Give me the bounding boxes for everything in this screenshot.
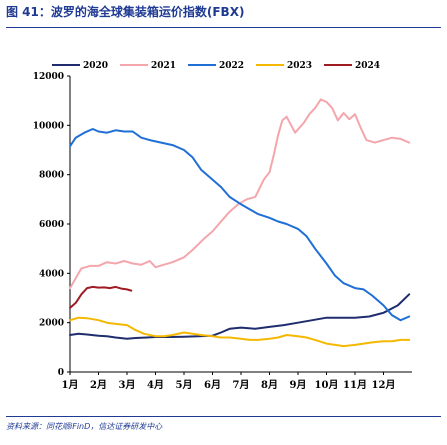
- legend-label-2020: 2020: [83, 61, 108, 71]
- series-line-2021: [69, 98, 411, 290]
- y-tick-label: 12000: [33, 72, 64, 82]
- x-tick-label: 5月: [176, 379, 193, 391]
- y-tick-label: 8000: [39, 171, 64, 181]
- x-axis: 1月 2月 3月 4月 5月 6月 7月 8月 9月 10月 11月 12月: [62, 371, 412, 391]
- legend-label-2023: 2023: [287, 61, 312, 71]
- legend-label-2022: 2022: [219, 61, 244, 71]
- series-lines: [69, 98, 411, 348]
- series-line-2024: [69, 285, 133, 309]
- y-tick-label: 2000: [39, 319, 64, 329]
- source-rule: [6, 416, 441, 417]
- x-tick-label: 3月: [119, 379, 136, 391]
- y-axis: 0 2000 4000 6000 8000 10000 12000: [33, 72, 71, 378]
- x-tick-label: 1月: [62, 379, 79, 391]
- x-tick-label: 8月: [261, 379, 278, 391]
- x-tick-label: 12月: [372, 379, 396, 391]
- fbx-line-chart: 2020 2021 2022 2023 2024 0 2000 4000 6000 8000 10…: [33, 61, 412, 391]
- source-note: 资料来源：同花顺iFinD，信达证券研发中心: [6, 422, 163, 431]
- chart-legend: 2020 2021 2022 2023 2024: [52, 61, 380, 71]
- series-line-2022: [69, 128, 411, 322]
- x-tick-label: 6月: [204, 379, 221, 391]
- x-tick-label: 2月: [90, 379, 107, 391]
- x-tick-label: 11月: [343, 379, 367, 391]
- series-line-2020: [69, 293, 411, 340]
- title-rule: [6, 27, 441, 28]
- y-tick-label: 10000: [33, 121, 64, 131]
- figure-title: 图 41：波罗的海全球集装箱运价指数(FBX): [6, 5, 245, 19]
- x-tick-label: 7月: [233, 379, 250, 391]
- y-tick-label: 0: [58, 368, 64, 378]
- x-tick-label: 4月: [147, 379, 164, 391]
- x-tick-label: 10月: [315, 379, 339, 391]
- x-tick-label: 9月: [290, 379, 307, 391]
- y-tick-label: 6000: [39, 220, 64, 230]
- legend-label-2024: 2024: [355, 61, 380, 71]
- legend-label-2021: 2021: [151, 61, 176, 71]
- series-line-2023: [69, 316, 411, 348]
- y-tick-label: 4000: [39, 269, 64, 279]
